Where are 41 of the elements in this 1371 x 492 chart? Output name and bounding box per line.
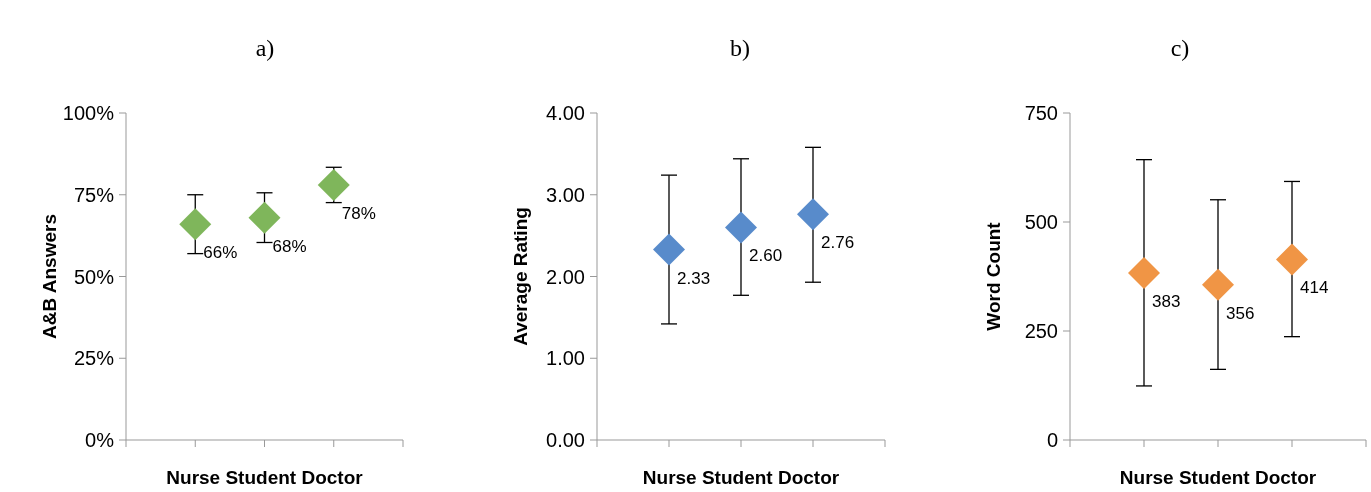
data-label: 66% [203, 243, 238, 263]
data-label: 2.60 [749, 246, 783, 266]
y-tick-label: 100% [62, 102, 115, 124]
x-axis-title: Nurse Student Doctor [642, 467, 840, 488]
data-label: 2.33 [677, 268, 711, 288]
point [1128, 257, 1160, 290]
y-tick-label: 750 [1024, 102, 1058, 124]
data-label: 78% [341, 203, 376, 223]
point [179, 208, 212, 241]
y-tick-label: 0.00 [546, 429, 585, 451]
data-label: 2.76 [821, 233, 855, 253]
y-axis-title: Average Rating [510, 207, 531, 346]
chart-title: a) [255, 35, 275, 61]
chart-title: c) [1170, 35, 1190, 61]
point [653, 233, 685, 266]
y-tick-label: 50% [73, 265, 115, 288]
data-label: 68% [272, 236, 307, 256]
y-tick-label: 500 [1024, 211, 1058, 233]
y-axis-title: A&B Answers [39, 214, 60, 339]
data-label: 414 [1300, 278, 1329, 298]
point [248, 201, 281, 234]
y-axis-title: Word Count [983, 221, 1004, 331]
y-tick-label: 4.00 [546, 102, 585, 124]
point [797, 198, 829, 231]
data-label: 383 [1152, 292, 1181, 312]
point [1276, 243, 1308, 276]
y-tick-label: 75% [73, 183, 115, 206]
y-tick-label: 3.00 [546, 183, 585, 206]
y-tick-label: 250 [1024, 320, 1058, 342]
point [317, 168, 350, 201]
chart-title: b) [730, 35, 750, 61]
point [725, 211, 757, 244]
x-axis-title: Nurse Student Doctor [1119, 467, 1317, 488]
y-tick-label: 1.00 [546, 347, 585, 370]
x-axis-title: Nurse Student Doctor [166, 467, 364, 488]
y-tick-label: 2.00 [546, 265, 585, 288]
point [1202, 268, 1234, 301]
y-tick-label: 25% [73, 347, 115, 370]
data-label: 356 [1226, 303, 1255, 323]
y-tick-label: 0 [1046, 429, 1058, 451]
y-tick-label: 0% [85, 429, 115, 451]
